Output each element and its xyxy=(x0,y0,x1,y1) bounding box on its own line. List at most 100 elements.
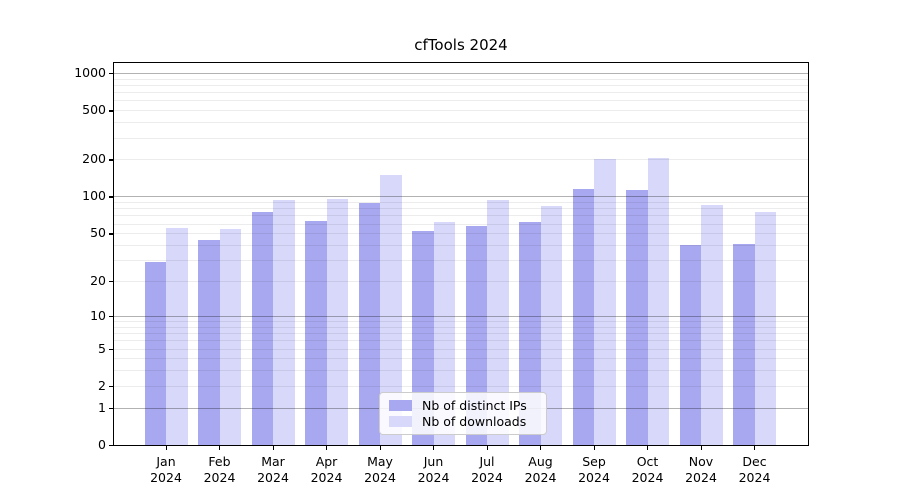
y-tick-label: 50 xyxy=(90,225,106,241)
y-tick-mark xyxy=(109,281,113,283)
bar-distinct-ips-nov xyxy=(679,245,701,445)
y-tick-mark xyxy=(109,407,113,410)
plot-area xyxy=(113,62,809,446)
x-tick-mark xyxy=(593,446,595,450)
x-tick-mark xyxy=(379,446,381,450)
bar-distinct-ips-jul xyxy=(465,226,487,445)
minor-gridline xyxy=(114,122,808,124)
legend-item-distinct-ips: Nb of distinct IPs xyxy=(389,397,537,414)
major-gridline xyxy=(114,196,808,198)
x-tick-mark xyxy=(754,446,756,450)
minor-gridline xyxy=(114,159,808,161)
bar-distinct-ips-feb xyxy=(198,240,220,445)
minor-gridline xyxy=(114,215,808,217)
legend-swatch-distinct-ips xyxy=(389,399,412,411)
minor-gridline xyxy=(114,326,808,328)
major-gridline xyxy=(114,72,808,74)
minor-gridline xyxy=(114,333,808,335)
bar-downloads-mar xyxy=(273,199,295,445)
y-tick-label: 500 xyxy=(82,102,106,118)
chart-title: cfTools 2024 xyxy=(414,36,508,54)
minor-gridline xyxy=(114,202,808,204)
y-tick-mark xyxy=(109,385,113,388)
bar-distinct-ips-oct xyxy=(626,190,648,445)
legend-label-distinct-ips: Nb of distinct IPs xyxy=(422,397,527,413)
bar-distinct-ips-jun xyxy=(412,231,434,445)
x-tick-label-jun: Jun 2024 xyxy=(417,454,450,485)
bar-downloads-nov xyxy=(701,204,723,445)
y-tick-label: 0 xyxy=(98,437,106,452)
minor-gridline xyxy=(114,84,808,86)
x-tick-mark xyxy=(165,446,167,450)
y-tick-label: 200 xyxy=(82,151,106,167)
bar-downloads-jul xyxy=(487,199,509,445)
y-tick-label: 20 xyxy=(90,273,106,289)
y-tick-mark xyxy=(109,196,113,198)
x-tick-mark xyxy=(540,446,542,450)
x-tick-label-sep: Sep 2024 xyxy=(578,454,610,485)
x-tick-label-jan: Jan 2024 xyxy=(150,454,182,485)
bar-distinct-ips-dec xyxy=(733,243,755,445)
legend-item-downloads: Nb of downloads xyxy=(389,414,537,431)
minor-gridline xyxy=(114,348,808,350)
bar-distinct-ips-jan xyxy=(144,261,166,445)
minor-gridline xyxy=(114,370,808,372)
minor-gridline xyxy=(114,281,808,283)
minor-gridline xyxy=(114,340,808,342)
legend-label-downloads: Nb of downloads xyxy=(422,414,527,430)
y-tick-mark xyxy=(109,348,113,350)
bar-distinct-ips-apr xyxy=(305,221,327,445)
x-tick-label-dec: Dec 2024 xyxy=(738,454,771,485)
x-tick-label-mar: Mar 2024 xyxy=(257,454,289,485)
minor-gridline xyxy=(114,223,808,225)
y-tick-label: 10 xyxy=(90,307,106,323)
x-tick-mark xyxy=(219,446,221,450)
y-tick-mark xyxy=(109,445,113,447)
x-tick-mark xyxy=(272,446,274,450)
bar-downloads-oct xyxy=(647,157,669,445)
bar-distinct-ips-aug xyxy=(519,221,541,445)
minor-gridline xyxy=(114,321,808,322)
y-tick-label: 5 xyxy=(98,340,106,356)
x-tick-mark xyxy=(433,446,435,450)
bar-downloads-jan xyxy=(166,228,188,445)
y-tick-label: 2 xyxy=(98,377,106,393)
minor-gridline xyxy=(114,233,808,235)
minor-gridline xyxy=(114,137,808,139)
x-tick-label-nov: Nov 2024 xyxy=(685,454,717,485)
minor-gridline xyxy=(114,78,808,80)
y-tick-label: 1000 xyxy=(74,64,106,80)
x-tick-mark xyxy=(486,446,488,450)
minor-gridline xyxy=(114,385,808,387)
bar-downloads-sep xyxy=(594,159,616,445)
bar-downloads-jun xyxy=(433,221,455,445)
minor-gridline xyxy=(114,208,808,210)
y-tick-mark xyxy=(109,315,113,318)
x-tick-label-oct: Oct 2024 xyxy=(631,454,664,485)
minor-gridline xyxy=(114,260,808,262)
bar-downloads-dec xyxy=(754,211,776,445)
x-tick-label-feb: Feb 2024 xyxy=(203,454,236,485)
y-tick-mark xyxy=(109,72,113,75)
minor-gridline xyxy=(114,100,808,102)
x-tick-mark xyxy=(647,446,649,450)
legend-swatch-downloads xyxy=(389,416,412,428)
bar-distinct-ips-mar xyxy=(251,211,273,445)
bars-layer xyxy=(114,63,808,445)
gridlines-layer xyxy=(114,63,808,445)
bar-distinct-ips-may xyxy=(358,202,380,445)
bar-downloads-feb xyxy=(219,229,241,445)
x-tick-label-apr: Apr 2024 xyxy=(310,454,343,485)
x-tick-mark xyxy=(326,446,328,450)
y-tick-mark xyxy=(109,110,113,112)
y-tick-mark xyxy=(109,233,113,235)
minor-gridline xyxy=(114,358,808,360)
bar-downloads-apr xyxy=(326,199,348,445)
x-tick-label-may: May 2024 xyxy=(364,454,396,485)
minor-gridline xyxy=(114,110,808,112)
x-tick-mark xyxy=(700,446,702,450)
x-tick-label-jul: Jul 2024 xyxy=(471,454,503,485)
legend: Nb of distinct IPs Nb of downloads xyxy=(379,392,547,435)
y-tick-label: 100 xyxy=(82,188,106,204)
